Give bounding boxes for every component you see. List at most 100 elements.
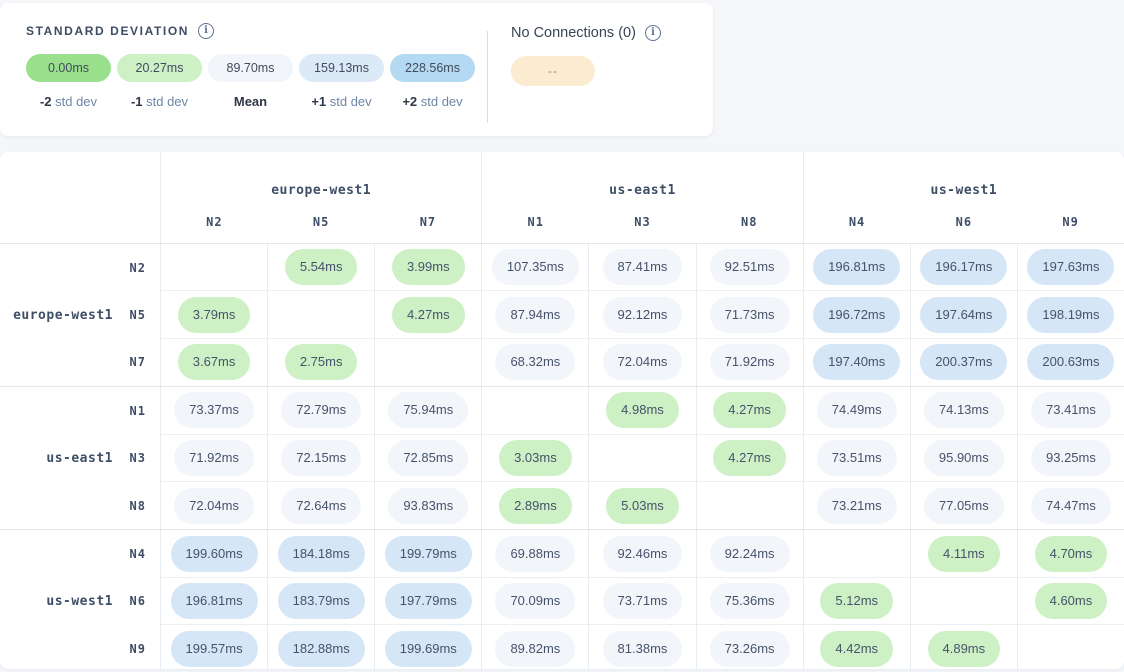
latency-pill[interactable]: 74.47ms xyxy=(1031,487,1111,524)
row-node-label[interactable]: N9 xyxy=(129,641,146,656)
latency-pill[interactable]: 197.79ms xyxy=(384,582,472,619)
latency-pill[interactable]: 71.92ms xyxy=(174,439,254,476)
column-node-labels: N1 N3 N8 xyxy=(482,207,802,237)
latency-pill[interactable]: 197.64ms xyxy=(920,296,1008,333)
latency-pill[interactable]: 184.18ms xyxy=(277,535,365,572)
latency-cell: 5.12ms xyxy=(802,577,910,626)
latency-pill[interactable]: 92.51ms xyxy=(709,249,790,286)
latency-pill[interactable]: 73.71ms xyxy=(602,582,683,619)
latency-pill[interactable]: 71.92ms xyxy=(709,344,790,381)
latency-pill[interactable]: 4.42ms xyxy=(820,630,894,667)
latency-pill[interactable]: 73.41ms xyxy=(1031,392,1111,429)
latency-pill[interactable]: 75.94ms xyxy=(388,392,469,429)
info-icon[interactable]: i xyxy=(644,25,661,41)
latency-pill[interactable]: 68.32ms xyxy=(495,344,576,381)
latency-pill[interactable]: 81.38ms xyxy=(602,630,683,667)
latency-pill[interactable]: 198.19ms xyxy=(1027,296,1115,333)
row-node-label[interactable]: N7 xyxy=(129,355,146,370)
latency-pill[interactable]: 199.79ms xyxy=(384,535,472,572)
latency-pill[interactable]: 87.94ms xyxy=(495,296,576,333)
latency-pill[interactable]: 3.79ms xyxy=(177,296,251,333)
latency-pill[interactable]: 183.79ms xyxy=(277,582,365,619)
latency-cell: 73.37ms xyxy=(160,387,268,435)
column-node-label[interactable]: N8 xyxy=(741,215,758,229)
column-node-label[interactable]: N7 xyxy=(419,215,437,229)
latency-pill[interactable]: 75.36ms xyxy=(709,582,790,619)
latency-pill[interactable]: 5.54ms xyxy=(284,249,358,286)
latency-pill[interactable]: 72.04ms xyxy=(174,487,254,524)
column-node-label[interactable]: N1 xyxy=(527,215,544,229)
latency-cell-self xyxy=(374,338,481,387)
row-node-label[interactable]: N4 xyxy=(129,547,146,562)
latency-pill[interactable]: 196.72ms xyxy=(813,296,901,333)
row-node-label[interactable]: N1 xyxy=(129,403,146,418)
column-node-label[interactable]: N9 xyxy=(1062,215,1079,229)
latency-pill[interactable]: 199.69ms xyxy=(384,630,472,667)
column-node-label[interactable]: N4 xyxy=(848,215,866,229)
latency-pill[interactable]: 5.03ms xyxy=(606,487,679,524)
matrix-row: N9 199.57ms 182.88ms 199.69ms 89.82ms 81.38ms… xyxy=(0,625,1124,669)
latency-pill[interactable]: 196.81ms xyxy=(170,582,258,619)
row-node-label[interactable]: N6 xyxy=(129,594,146,609)
latency-pill[interactable]: 69.88ms xyxy=(495,535,576,572)
latency-pill[interactable]: 197.63ms xyxy=(1027,249,1115,286)
latency-pill[interactable]: 3.67ms xyxy=(177,344,251,381)
latency-pill[interactable]: 72.79ms xyxy=(281,392,362,429)
latency-pill[interactable]: 196.17ms xyxy=(920,249,1008,286)
std-dev-pill: 89.70ms xyxy=(208,54,293,82)
column-node-label[interactable]: N2 xyxy=(206,215,223,229)
latency-pill[interactable]: 5.12ms xyxy=(820,582,894,619)
latency-pill[interactable]: 107.35ms xyxy=(491,249,579,286)
latency-pill[interactable]: 95.90ms xyxy=(923,439,1004,476)
latency-pill[interactable]: 4.98ms xyxy=(606,392,679,429)
latency-pill[interactable]: 4.27ms xyxy=(713,392,786,429)
row-node-label[interactable]: N2 xyxy=(129,260,146,275)
column-node-label[interactable]: N6 xyxy=(955,215,973,229)
latency-pill[interactable]: 73.21ms xyxy=(816,487,897,524)
latency-pill[interactable]: 73.26ms xyxy=(709,630,790,667)
latency-pill[interactable]: 74.13ms xyxy=(923,392,1004,429)
latency-pill[interactable]: 4.70ms xyxy=(1034,535,1108,572)
latency-pill[interactable]: 200.63ms xyxy=(1027,344,1115,381)
latency-pill[interactable]: 70.09ms xyxy=(495,582,576,619)
latency-pill[interactable]: 4.27ms xyxy=(391,296,465,333)
latency-pill[interactable]: 182.88ms xyxy=(277,630,365,667)
latency-pill[interactable]: 93.25ms xyxy=(1031,439,1111,476)
latency-pill[interactable]: 72.64ms xyxy=(281,487,362,524)
column-node-label[interactable]: N3 xyxy=(634,215,651,229)
column-node-label[interactable]: N5 xyxy=(312,215,330,229)
latency-pill[interactable]: 4.11ms xyxy=(927,535,1000,572)
row-node-label[interactable]: N3 xyxy=(129,451,146,466)
latency-pill[interactable]: 199.57ms xyxy=(170,630,258,667)
latency-pill[interactable]: 197.40ms xyxy=(813,344,901,381)
latency-pill[interactable]: 200.37ms xyxy=(920,344,1008,381)
info-icon[interactable]: i xyxy=(198,23,215,39)
latency-pill[interactable]: 92.24ms xyxy=(709,535,790,572)
row-node-label[interactable]: N8 xyxy=(129,498,146,513)
latency-pill[interactable]: 72.04ms xyxy=(602,344,683,381)
latency-pill[interactable]: 4.60ms xyxy=(1034,582,1108,619)
latency-pill[interactable]: 73.51ms xyxy=(816,439,897,476)
latency-pill[interactable]: 93.83ms xyxy=(388,487,469,524)
latency-pill[interactable]: 87.41ms xyxy=(602,249,683,286)
latency-pill[interactable]: 3.99ms xyxy=(391,249,465,286)
latency-pill[interactable]: 92.12ms xyxy=(602,296,683,333)
latency-pill[interactable]: 92.46ms xyxy=(602,535,683,572)
latency-pill[interactable]: 74.49ms xyxy=(816,392,897,429)
latency-pill[interactable]: 71.73ms xyxy=(709,296,790,333)
latency-pill[interactable]: 199.60ms xyxy=(170,535,258,572)
latency-pill[interactable]: 77.05ms xyxy=(923,487,1004,524)
latency-pill[interactable]: 4.27ms xyxy=(713,439,786,476)
latency-cell: 197.63ms xyxy=(1016,244,1124,292)
latency-pill[interactable]: 4.89ms xyxy=(927,630,1001,667)
latency-pill[interactable]: 2.89ms xyxy=(499,487,572,524)
latency-pill[interactable]: 72.15ms xyxy=(281,439,362,476)
latency-pill[interactable]: 2.75ms xyxy=(284,344,358,381)
latency-pill[interactable]: 3.03ms xyxy=(499,439,572,476)
latency-pill[interactable]: 72.85ms xyxy=(388,439,469,476)
latency-pill[interactable]: 73.37ms xyxy=(174,392,254,429)
latency-pill[interactable]: 196.81ms xyxy=(813,249,901,286)
latency-pill[interactable]: 89.82ms xyxy=(495,630,576,667)
column-region-group: us-west1 N4 N6 N9 xyxy=(802,152,1124,243)
row-node-label[interactable]: N5 xyxy=(129,308,146,323)
